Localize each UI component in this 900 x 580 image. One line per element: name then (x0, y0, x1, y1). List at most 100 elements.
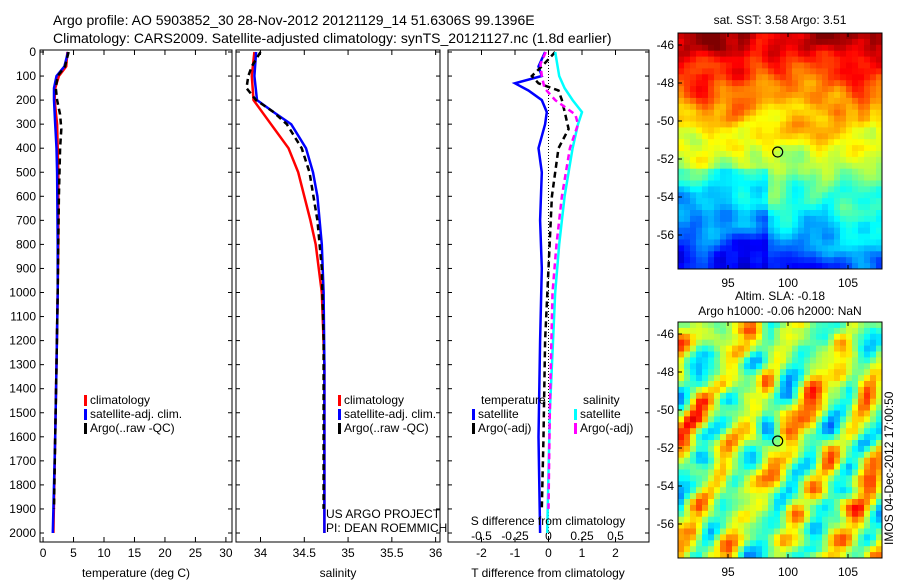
heatmap-cell (858, 74, 865, 81)
heatmap-cell (708, 33, 715, 40)
heatmap-cell (714, 445, 721, 453)
heatmap-cell (720, 475, 727, 482)
heatmap-cell (720, 233, 727, 240)
heatmap-cell (780, 92, 787, 99)
heatmap-cell (876, 457, 883, 465)
heatmap-cell (822, 221, 829, 229)
heatmap-cell (684, 457, 691, 465)
heatmap-cell (696, 50, 703, 58)
heatmap-cell (876, 481, 883, 488)
heatmap-cell (696, 534, 703, 541)
heatmap-cell (798, 510, 805, 518)
heatmap-cell (786, 381, 793, 388)
heatmap-cell (804, 156, 811, 164)
heatmap-cell (756, 475, 763, 482)
heatmap-cell (834, 38, 841, 46)
heatmap-cell (828, 186, 835, 193)
heatmap-cell (744, 180, 751, 187)
heatmap-cell (684, 546, 691, 553)
heatmap-cell (816, 210, 823, 217)
heatmap-cell (852, 221, 859, 229)
heatmap-cell (798, 168, 805, 176)
heatmap-cell (858, 510, 865, 518)
heatmap-cell (810, 86, 817, 93)
heatmap-cell (702, 139, 709, 146)
heatmap-cell (834, 56, 841, 63)
heatmap-cell (858, 168, 865, 176)
heatmap-cell (774, 499, 781, 506)
heatmap-cell (678, 97, 685, 105)
heatmap-cell (684, 139, 691, 146)
heatmap-cell (738, 351, 745, 358)
heatmap-cell (834, 227, 841, 235)
heatmap-cell (774, 68, 781, 75)
heatmap-cell (708, 357, 715, 364)
heatmap-cell (786, 363, 793, 370)
heatmap-cell (780, 357, 787, 364)
heatmap-cell (804, 233, 811, 240)
heatmap-cell (804, 103, 811, 111)
heatmap-cell (762, 493, 769, 500)
heatmap-cell (738, 186, 745, 193)
heatmap-cell (786, 345, 793, 352)
heatmap-cell (714, 428, 721, 435)
heatmap-cell (786, 451, 793, 459)
heatmap-cell (678, 475, 685, 482)
heatmap-cell (780, 56, 787, 63)
heatmap-cell (684, 386, 691, 394)
heatmap-cell (798, 327, 805, 335)
heatmap-cell (846, 162, 853, 170)
heatmap-cell (780, 416, 787, 423)
heatmap-cell (738, 38, 745, 46)
heatmap-cell (876, 168, 883, 176)
heatmap-cell (822, 80, 829, 87)
heatmap-cell (744, 74, 751, 81)
heatmap-cell (810, 522, 817, 529)
heatmap-cell (714, 475, 721, 482)
heatmap-cell (774, 204, 781, 211)
heatmap-cell (756, 80, 763, 87)
heatmap-cell (726, 156, 733, 164)
heatmap-cell (798, 80, 805, 87)
heatmap-cell (720, 162, 727, 170)
heatmap-cell (792, 434, 799, 441)
heatmap-cell (804, 451, 811, 459)
heatmap-cell (804, 68, 811, 75)
heatmap-cell (714, 133, 721, 140)
heatmap-cell (702, 103, 709, 111)
heatmap-cell (804, 469, 811, 476)
heatmap-cell (858, 263, 865, 270)
heatmap-cell (870, 133, 877, 140)
heatmap-cell (774, 80, 781, 87)
heatmap-cell (846, 198, 853, 205)
heatmap-cell (696, 386, 703, 394)
heatmap-cell (834, 327, 841, 335)
heatmap-cell (732, 168, 739, 176)
heatmap-cell (828, 510, 835, 518)
heatmap-cell (732, 257, 739, 264)
heatmap-cell (726, 210, 733, 217)
heatmap-cell (870, 428, 877, 435)
heatmap-cell (840, 156, 847, 164)
heatmap-cell (858, 386, 865, 394)
heatmap-cell (762, 540, 769, 547)
heatmap-cell (786, 56, 793, 63)
heatmap-cell (846, 534, 853, 541)
heatmap-cell (822, 174, 829, 181)
heatmap-cell (708, 162, 715, 170)
heatmap-cell (750, 333, 757, 341)
heatmap-cell (852, 121, 859, 128)
heatmap-cell (774, 540, 781, 547)
heatmap-cell (828, 221, 835, 229)
heatmap-cell (738, 68, 745, 75)
heatmap-cell (816, 451, 823, 459)
heatmap-cell (684, 227, 691, 235)
heatmap-cell (738, 522, 745, 529)
heatmap-cell (708, 327, 715, 335)
heatmap-cell (846, 345, 853, 352)
heatmap-cell (804, 127, 811, 134)
x2-tick-label: 0.25 (570, 529, 594, 543)
heatmap-cell (684, 257, 691, 264)
heatmap-cell (696, 540, 703, 547)
heatmap-cell (792, 440, 799, 447)
